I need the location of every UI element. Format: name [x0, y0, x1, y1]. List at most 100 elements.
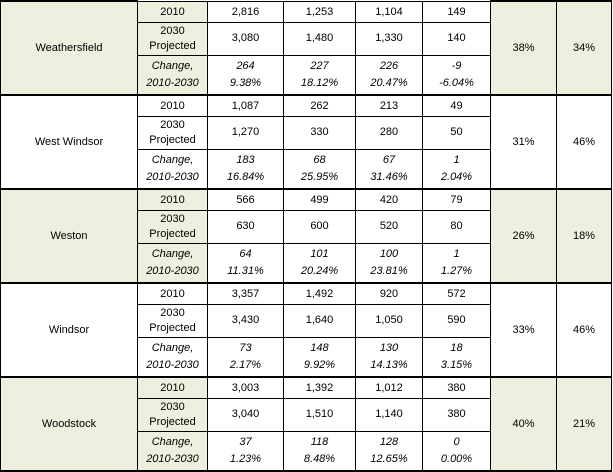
value-change: 148 9.92%	[283, 336, 356, 378]
value-change: 1 2.04%	[422, 148, 491, 190]
label-line: 2010-2030	[146, 358, 199, 371]
value-2010: 213	[355, 94, 423, 117]
value-2010: 420	[355, 188, 423, 211]
town-name: Woodstock	[0, 375, 138, 472]
value-projected: 1,510	[283, 397, 356, 432]
label-line: Change,	[151, 59, 194, 72]
change-count: 183	[236, 153, 255, 166]
row-label-change: Change, 2010-2030	[137, 242, 208, 284]
value-change: 64 11.31%	[207, 242, 284, 284]
row-label-2010: 2010	[137, 376, 208, 399]
value-2010: 1,104	[355, 0, 423, 23]
row-label-change: Change, 2010-2030	[137, 148, 208, 190]
value-projected: 140	[422, 21, 491, 56]
value-change: 100 23.81%	[355, 242, 423, 284]
table-row: Windsor 2010 3,357 1,492 920 572 33% 46%	[0, 281, 612, 378]
change-count: 68	[313, 153, 326, 166]
town-name: Weston	[0, 187, 138, 284]
change-count: 128	[379, 435, 399, 448]
label-line: 2030	[160, 118, 185, 131]
table-row: Change, 2010-2030 183 16.84% 68 25.95% 67 31.46…	[1, 148, 612, 190]
change-percent: 9.38%	[229, 76, 262, 89]
value-change: 73 2.17%	[207, 336, 284, 378]
table-row: Change, 2010-2030 264 9.38% 227 18.12% 226 20.4…	[1, 54, 612, 96]
row-label-2010: 2010	[137, 282, 208, 305]
change-count: 64	[239, 247, 252, 260]
change-percent: 23.81%	[370, 264, 408, 277]
value-projected: 1,140	[355, 397, 423, 432]
table-row: 2030 Projected 630 600 520 80	[1, 209, 612, 244]
value-change: 226 20.47%	[355, 54, 423, 96]
value-change: -9 -6.04%	[422, 54, 491, 96]
change-percent: 20.47%	[370, 76, 408, 89]
value-projected: 1,480	[283, 21, 356, 56]
change-count: 1	[453, 247, 460, 260]
town-name: West Windsor	[0, 93, 138, 190]
percent-b: 34%	[556, 0, 612, 96]
value-change: 101 20.24%	[283, 242, 356, 284]
change-percent: 12.65%	[370, 452, 408, 465]
label-line: Change,	[151, 435, 194, 448]
row-label-projected: 2030 Projected	[137, 21, 208, 56]
value-change: 128 12.65%	[355, 430, 423, 472]
percent-a: 40%	[490, 375, 557, 472]
label-line: 2010-2030	[146, 264, 199, 277]
change-percent: 14.13%	[370, 358, 408, 371]
value-projected: 330	[283, 115, 356, 150]
label-line: Projected	[149, 415, 196, 428]
change-percent: 1.23%	[229, 452, 262, 465]
row-label-2010: 2010	[137, 94, 208, 117]
change-count: 37	[239, 435, 252, 448]
label-line: Projected	[149, 227, 196, 240]
value-projected: 3,080	[207, 21, 284, 56]
change-count: 18	[450, 341, 463, 354]
change-percent: 9.92%	[303, 358, 336, 371]
row-label-projected: 2030 Projected	[137, 115, 208, 150]
percent-b: 46%	[556, 281, 612, 378]
row-label-2010: 2010	[137, 188, 208, 211]
value-change: 37 1.23%	[207, 430, 284, 472]
change-percent: 31.46%	[370, 170, 408, 183]
label-line: Change,	[151, 153, 194, 166]
change-percent: 8.48%	[303, 452, 336, 465]
change-count: 1	[453, 153, 460, 166]
change-count: 118	[310, 435, 329, 448]
value-2010: 566	[207, 188, 284, 211]
value-change: 227 18.12%	[283, 54, 356, 96]
value-2010: 380	[422, 376, 491, 399]
change-percent: -6.04%	[439, 76, 474, 89]
value-change: 0 0.00%	[422, 430, 491, 472]
value-change: 68 25.95%	[283, 148, 356, 190]
value-projected: 630	[207, 209, 284, 244]
row-label-change: Change, 2010-2030	[137, 336, 208, 378]
percent-a: 38%	[490, 0, 557, 96]
change-count: 73	[239, 341, 252, 354]
label-line: 2030	[160, 24, 185, 37]
value-projected: 1,270	[207, 115, 284, 150]
value-change: 264 9.38%	[207, 54, 284, 96]
value-2010: 49	[422, 94, 491, 117]
label-line: Projected	[149, 133, 196, 146]
change-count: 67	[382, 153, 396, 166]
change-count: 101	[310, 247, 329, 260]
percent-a: 31%	[490, 93, 557, 190]
percent-a: 33%	[490, 281, 557, 378]
percent-b: 46%	[556, 93, 612, 190]
label-line: Projected	[149, 321, 196, 334]
value-change: 18 3.15%	[422, 336, 491, 378]
value-projected: 80	[422, 209, 491, 244]
label-line: Change,	[151, 341, 194, 354]
change-count: 227	[310, 59, 329, 72]
value-2010: 3,357	[207, 282, 284, 305]
table-row: 2030 Projected 3,430 1,640 1,050 590	[1, 303, 612, 338]
percent-b: 21%	[556, 375, 612, 472]
value-projected: 380	[422, 397, 491, 432]
value-2010: 499	[283, 188, 356, 211]
value-2010: 1,492	[283, 282, 356, 305]
value-change: 118 8.48%	[283, 430, 356, 472]
value-projected: 3,040	[207, 397, 284, 432]
change-percent: 25.95%	[300, 170, 339, 183]
change-count: 130	[379, 341, 399, 354]
